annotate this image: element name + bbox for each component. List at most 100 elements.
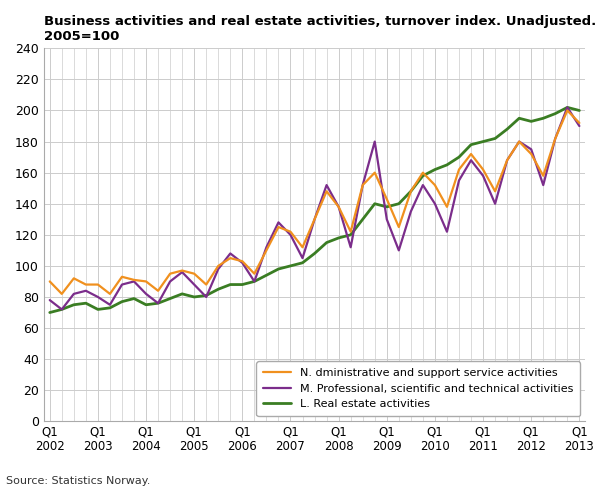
M. Professional, scientific and technical activities [215,266,222,272]
L. Real estate activities [154,300,162,306]
N. dministrative and support service activities [70,275,77,281]
L. Real estate activities [251,279,258,285]
N. dministrative and support service activities [263,247,270,253]
N. dministrative and support service activities [287,229,294,235]
M. Professional, scientific and technical activities [335,204,342,210]
M. Professional, scientific and technical activities [118,282,126,287]
N. dministrative and support service activities [203,282,210,287]
Text: Source: Statistics Norway.: Source: Statistics Norway. [6,476,151,486]
N. dministrative and support service activities [407,188,415,194]
M. Professional, scientific and technical activities [359,182,367,188]
N. dministrative and support service activities [551,136,559,142]
M. Professional, scientific and technical activities [179,269,186,275]
M. Professional, scientific and technical activities [203,294,210,300]
N. dministrative and support service activities [576,120,583,126]
M. Professional, scientific and technical activities [455,178,462,183]
L. Real estate activities [564,104,571,110]
L. Real estate activities [190,294,198,300]
L. Real estate activities [311,250,318,256]
N. dministrative and support service activities [299,244,306,250]
L. Real estate activities [395,201,403,207]
M. Professional, scientific and technical activities [142,291,149,297]
M. Professional, scientific and technical activities [551,136,559,142]
N. dministrative and support service activities [190,271,198,277]
L. Real estate activities [347,232,354,238]
M. Professional, scientific and technical activities [371,139,378,144]
L. Real estate activities [239,282,246,287]
N. dministrative and support service activities [467,151,475,157]
N. dministrative and support service activities [528,151,535,157]
N. dministrative and support service activities [251,271,258,277]
N. dministrative and support service activities [564,107,571,113]
N. dministrative and support service activities [46,279,54,285]
M. Professional, scientific and technical activities [227,250,234,256]
L. Real estate activities [299,260,306,266]
M. Professional, scientific and technical activities [383,216,390,222]
L. Real estate activities [431,166,439,172]
L. Real estate activities [576,107,583,113]
M. Professional, scientific and technical activities [58,306,65,312]
Line: L. Real estate activities: L. Real estate activities [50,107,580,312]
L. Real estate activities [467,142,475,147]
M. Professional, scientific and technical activities [576,123,583,129]
Text: Business activities and real estate activities, turnover index. Unadjusted.
2005: Business activities and real estate acti… [44,15,596,43]
N. dministrative and support service activities [359,182,367,188]
L. Real estate activities [287,263,294,269]
M. Professional, scientific and technical activities [323,182,330,188]
L. Real estate activities [503,126,511,132]
L. Real estate activities [455,154,462,160]
M. Professional, scientific and technical activities [564,104,571,110]
N. dministrative and support service activities [479,166,487,172]
M. Professional, scientific and technical activities [431,201,439,207]
M. Professional, scientific and technical activities [106,302,113,308]
L. Real estate activities [203,292,210,298]
N. dministrative and support service activities [215,263,222,269]
L. Real estate activities [263,272,270,278]
N. dministrative and support service activities [58,291,65,297]
N. dministrative and support service activities [455,166,462,172]
M. Professional, scientific and technical activities [299,255,306,261]
M. Professional, scientific and technical activities [479,173,487,179]
M. Professional, scientific and technical activities [395,247,403,253]
L. Real estate activities [142,302,149,308]
M. Professional, scientific and technical activities [347,244,354,250]
L. Real estate activities [383,204,390,210]
M. Professional, scientific and technical activities [407,208,415,214]
M. Professional, scientific and technical activities [251,279,258,285]
L. Real estate activities [419,173,426,179]
L. Real estate activities [371,201,378,207]
M. Professional, scientific and technical activities [274,220,282,225]
N. dministrative and support service activities [347,229,354,235]
M. Professional, scientific and technical activities [131,279,138,285]
L. Real estate activities [46,309,54,315]
M. Professional, scientific and technical activities [467,157,475,163]
M. Professional, scientific and technical activities [503,157,511,163]
N. dministrative and support service activities [94,282,101,287]
N. dministrative and support service activities [311,216,318,222]
L. Real estate activities [515,115,523,121]
M. Professional, scientific and technical activities [492,201,499,207]
Line: N. dministrative and support service activities: N. dministrative and support service act… [50,110,580,294]
M. Professional, scientific and technical activities [167,279,174,285]
M. Professional, scientific and technical activities [190,282,198,287]
L. Real estate activities [118,299,126,305]
L. Real estate activities [58,306,65,312]
L. Real estate activities [540,115,547,121]
M. Professional, scientific and technical activities [239,260,246,266]
M. Professional, scientific and technical activities [443,229,451,235]
Legend: N. dministrative and support service activities, M. Professional, scientific and: N. dministrative and support service act… [256,361,580,416]
N. dministrative and support service activities [239,258,246,264]
N. dministrative and support service activities [118,274,126,280]
N. dministrative and support service activities [142,279,149,285]
M. Professional, scientific and technical activities [528,146,535,152]
L. Real estate activities [551,111,559,117]
Line: M. Professional, scientific and technical activities: M. Professional, scientific and technica… [50,107,580,309]
L. Real estate activities [443,162,451,168]
M. Professional, scientific and technical activities [311,216,318,222]
N. dministrative and support service activities [167,271,174,277]
N. dministrative and support service activities [419,170,426,176]
M. Professional, scientific and technical activities [263,244,270,250]
N. dministrative and support service activities [515,139,523,144]
N. dministrative and support service activities [383,196,390,202]
M. Professional, scientific and technical activities [154,300,162,306]
